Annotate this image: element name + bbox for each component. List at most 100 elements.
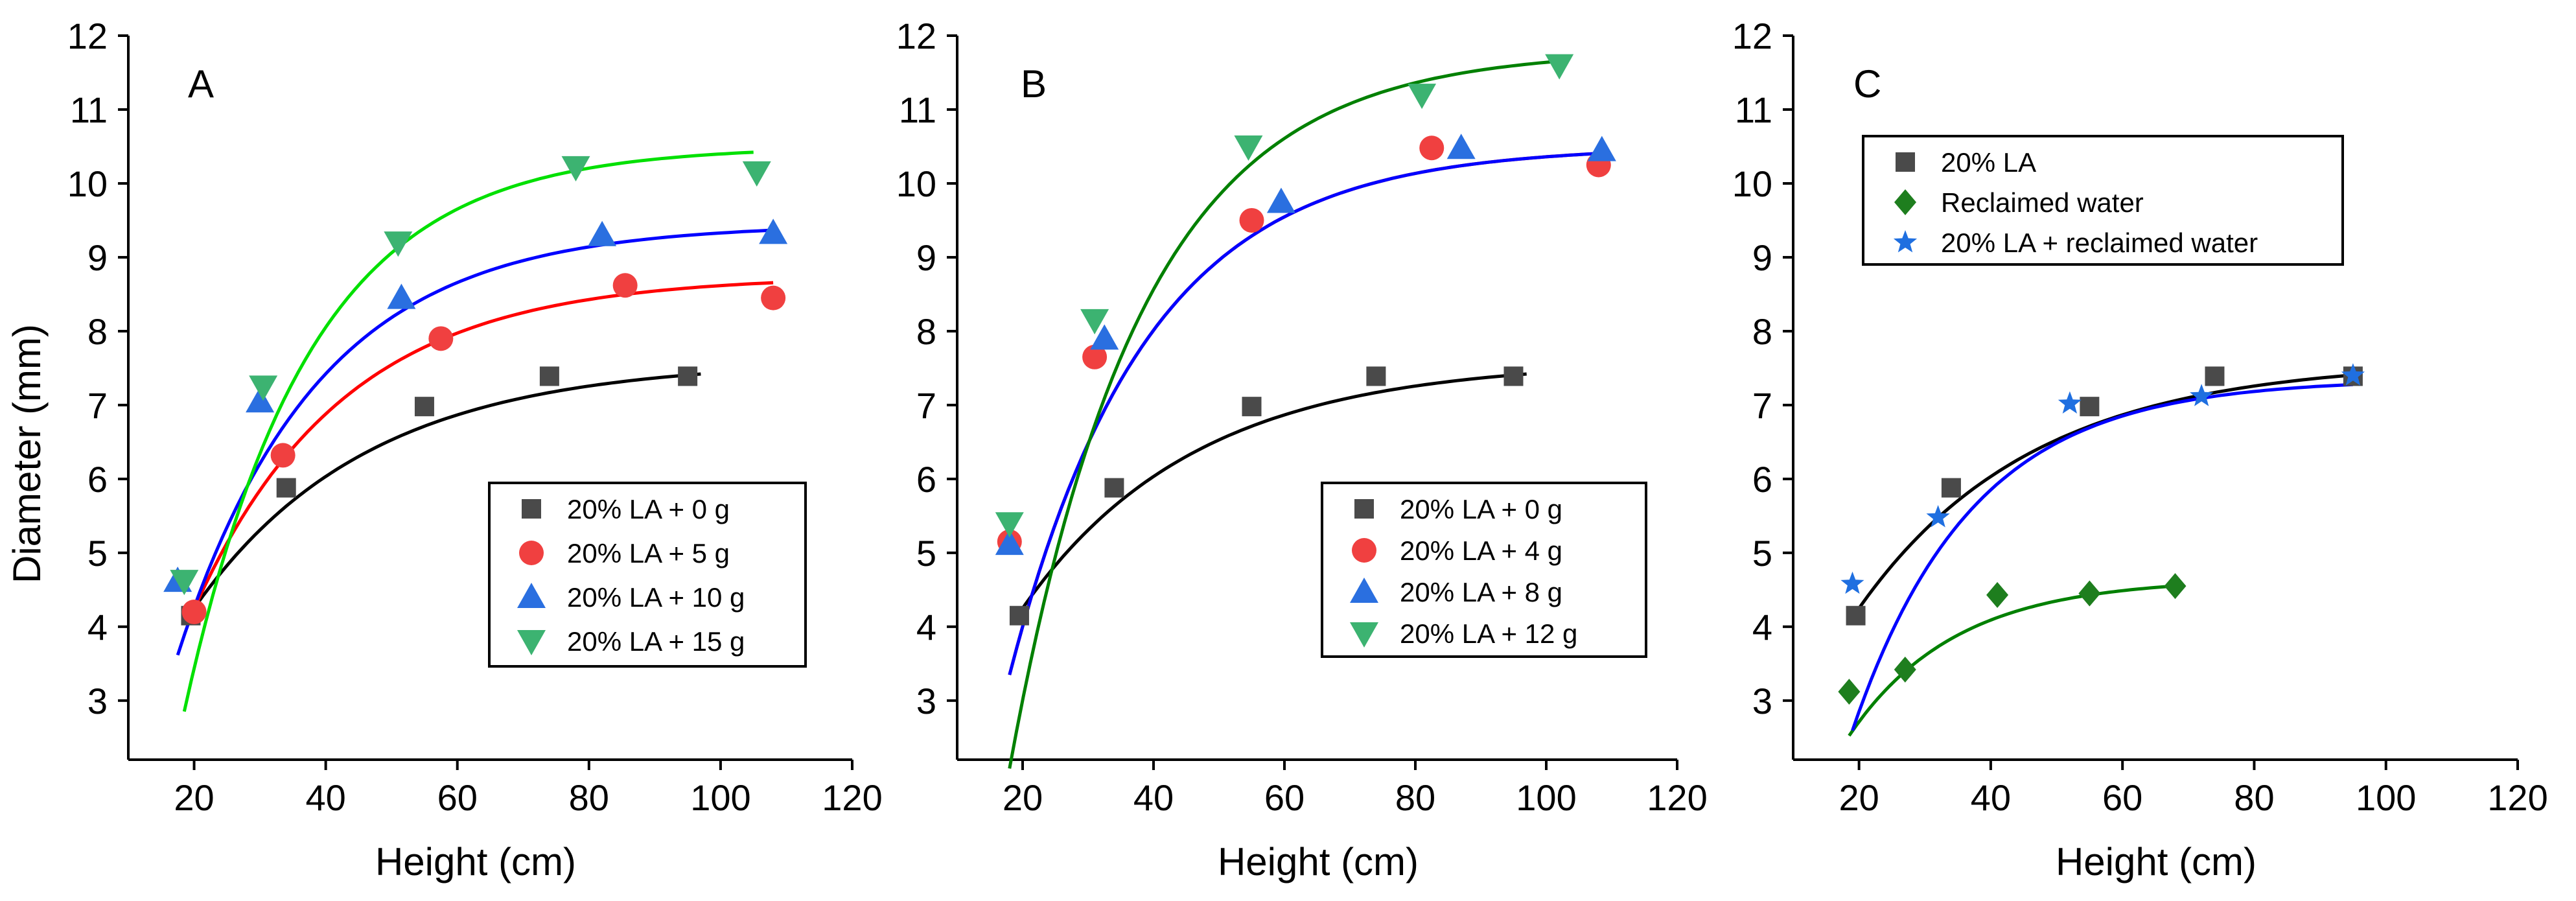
data-point xyxy=(1446,134,1476,159)
y-tick-label: 4 xyxy=(916,607,936,648)
data-point xyxy=(761,285,786,310)
legend-marker xyxy=(1896,152,1915,172)
y-tick-label: 10 xyxy=(67,163,108,204)
x-tick-label: 40 xyxy=(1971,777,2011,818)
data-point xyxy=(1242,397,1262,417)
data-point xyxy=(1894,656,1916,683)
data-point xyxy=(1080,309,1109,334)
data-point xyxy=(539,366,559,386)
data-point xyxy=(1587,135,1616,161)
y-tick-label: 12 xyxy=(67,16,108,56)
data-point xyxy=(1009,605,1029,626)
legend-label: 20% LA + 4 g xyxy=(1400,535,1562,566)
y-tick-label: 11 xyxy=(70,89,108,130)
panel-letter: B xyxy=(1021,62,1047,106)
data-point xyxy=(1926,505,1950,528)
data-point xyxy=(1545,54,1574,80)
data-point xyxy=(249,375,278,401)
legend-marker xyxy=(517,630,546,655)
x-axis-title: Height (cm) xyxy=(375,840,576,883)
data-point xyxy=(2341,363,2365,386)
x-tick-label: 20 xyxy=(1003,777,1043,818)
data-point xyxy=(1104,478,1124,498)
y-tick-label: 4 xyxy=(1752,607,1772,648)
legend-label: 20% LA + 0 g xyxy=(1400,494,1562,524)
legend-label: 20% LA + 15 g xyxy=(567,626,745,657)
y-tick-label: 12 xyxy=(896,16,936,56)
legend-label: 20% LA + 8 g xyxy=(1400,577,1562,607)
data-point xyxy=(170,570,199,596)
fit-curve xyxy=(1851,382,2354,731)
panel-letter: A xyxy=(188,62,214,106)
fit-curve xyxy=(1008,152,1599,675)
data-point xyxy=(181,600,207,625)
data-point xyxy=(1082,344,1108,369)
fit-curve xyxy=(189,372,701,614)
data-point xyxy=(1266,187,1295,213)
y-tick-label: 3 xyxy=(916,681,936,721)
legend-marker xyxy=(517,583,546,608)
legend-marker xyxy=(519,541,544,565)
data-point xyxy=(2205,366,2225,386)
legend-label: 20% LA + reclaimed water xyxy=(1941,228,2258,258)
data-point xyxy=(387,283,416,309)
data-point xyxy=(588,220,617,246)
y-tick-label: 10 xyxy=(896,163,936,204)
legend-box xyxy=(1321,482,1647,658)
y-tick-label: 11 xyxy=(1735,89,1772,130)
data-point xyxy=(2190,384,2214,406)
data-point xyxy=(1419,135,1445,161)
x-tick-label: 60 xyxy=(1264,777,1305,818)
x-tick-label: 60 xyxy=(2102,777,2142,818)
fit-curve xyxy=(182,150,754,712)
data-point xyxy=(1366,366,1386,386)
fit-curve xyxy=(1854,373,2354,614)
y-tick-label: 3 xyxy=(1752,681,1772,721)
data-point xyxy=(995,530,1024,556)
data-point xyxy=(276,478,296,498)
fit-curve xyxy=(1017,372,1527,614)
y-tick-label: 12 xyxy=(1732,16,1772,56)
data-point xyxy=(678,366,698,386)
data-point xyxy=(1090,324,1119,350)
legend-marker xyxy=(1354,499,1374,519)
y-tick-label: 7 xyxy=(87,385,108,426)
data-point xyxy=(428,326,454,351)
y-tick-label: 9 xyxy=(916,237,936,278)
x-tick-label: 120 xyxy=(1647,777,1707,818)
x-tick-label: 20 xyxy=(174,777,214,818)
y-tick-label: 9 xyxy=(1752,237,1772,278)
fit-curve xyxy=(1848,584,2176,737)
y-tick-label: 5 xyxy=(1752,533,1772,574)
x-tick-label: 20 xyxy=(1839,777,1879,818)
y-tick-label: 4 xyxy=(87,607,108,648)
y-tick-label: 8 xyxy=(87,311,108,352)
panel-c: C Height (cm) 20 40 60 80 100 120 3 4 5 6 7 8 9 10 11 1… xyxy=(1732,16,2548,883)
data-point xyxy=(1941,478,1961,498)
y-tick-label: 5 xyxy=(916,533,936,574)
data-point xyxy=(1234,135,1263,161)
legend-label: 20% LA + 5 g xyxy=(567,538,730,568)
legend-label: 20% LA xyxy=(1941,147,2036,178)
y-tick-label: 11 xyxy=(899,89,936,130)
legend-label: 20% LA + 12 g xyxy=(1400,618,1577,649)
data-point xyxy=(1986,581,2009,608)
x-tick-label: 100 xyxy=(1516,777,1576,818)
data-point xyxy=(742,161,771,187)
x-tick-label: 80 xyxy=(2234,777,2274,818)
y-tick-label: 7 xyxy=(1752,385,1772,426)
data-point xyxy=(995,512,1024,538)
x-axis-title: Height (cm) xyxy=(1218,840,1419,883)
y-axis-title: Diameter (mm) xyxy=(5,324,49,583)
data-point xyxy=(1846,605,1866,626)
x-tick-label: 120 xyxy=(822,777,882,818)
data-point xyxy=(384,231,413,257)
panel-b: B Height (cm) 20 40 60 80 100 120 3 4 5 6 7 8 9 10 11 1… xyxy=(896,16,1708,883)
x-tick-label: 40 xyxy=(1133,777,1174,818)
legend-label: 20% LA + 10 g xyxy=(567,582,745,613)
data-point xyxy=(1838,679,1861,705)
legend-label: 20% LA + 0 g xyxy=(567,494,730,524)
y-tick-label: 10 xyxy=(1732,163,1772,204)
x-tick-label: 100 xyxy=(690,777,750,818)
fit-curve xyxy=(1008,59,1560,769)
